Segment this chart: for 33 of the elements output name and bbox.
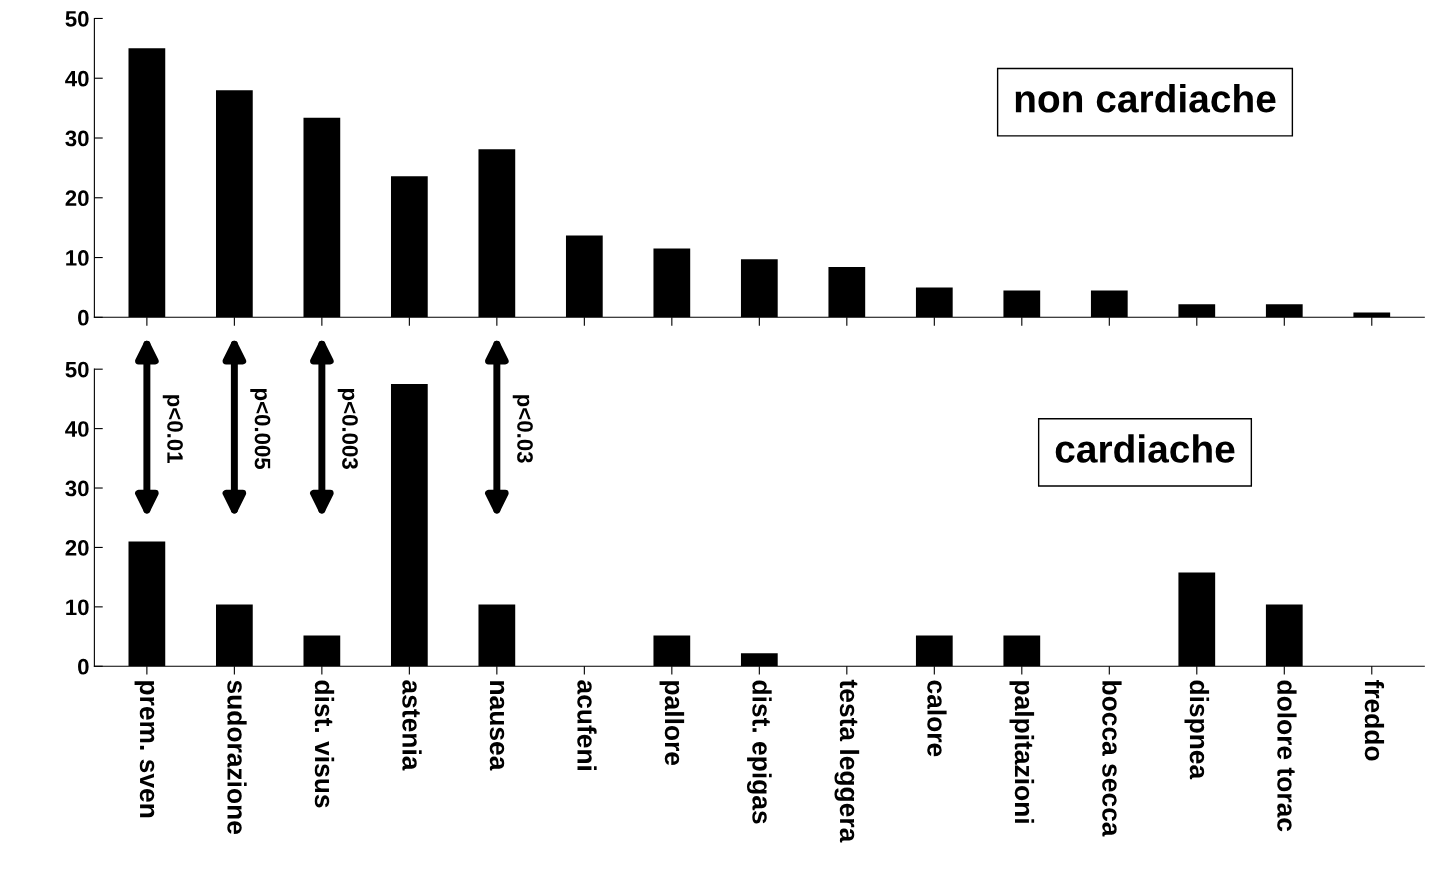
annotation: p<0.01	[162, 395, 183, 463]
x-tick-label: acufeni	[577, 680, 597, 770]
x-tick-label: freddo	[1364, 679, 1385, 761]
y-tick-label: 50	[65, 361, 89, 378]
x-tick-label: testa leggera	[834, 679, 860, 843]
y-tick-label: 10	[66, 250, 89, 266]
x-tick-label: prem. sven	[134, 681, 155, 818]
x-tick-label: dist. visus	[314, 680, 335, 808]
y-tick-label: 30	[65, 130, 89, 147]
y-tick-label: 0	[78, 309, 89, 326]
y-tick-label: 0	[78, 658, 89, 675]
annotation: p<0.005	[250, 388, 271, 470]
x-tick-label: dolore torac	[1277, 680, 1297, 832]
x-tick-label: astenia	[402, 680, 422, 771]
x-tick-label: bocca secca	[1102, 681, 1122, 837]
x-tick-label: calore	[927, 680, 947, 757]
y-tick-label: 40	[65, 421, 89, 437]
y-tick-label: 30	[65, 480, 89, 497]
y-tick-label: 50	[65, 10, 89, 27]
x-tick-label: dispnea	[1184, 680, 1210, 780]
y-tick-label: 10	[66, 599, 89, 616]
text: cardiache	[1055, 434, 1235, 463]
x-tick-label: pallore	[659, 681, 685, 766]
y-tick-label: 20	[65, 539, 89, 556]
annotation: p<0.03	[512, 395, 533, 463]
text: non cardiache	[1015, 84, 1276, 113]
x-tick-label: sudorazione	[227, 680, 247, 834]
y-tick-label: 40	[65, 70, 89, 87]
x-tick-label: nausea	[489, 681, 505, 771]
x-tick-label: palpitazioni	[1009, 681, 1035, 823]
y-tick-label: 20	[65, 190, 89, 207]
x-tick-label: dist. epigas	[746, 680, 772, 824]
annotation: p<0.003	[337, 388, 358, 469]
